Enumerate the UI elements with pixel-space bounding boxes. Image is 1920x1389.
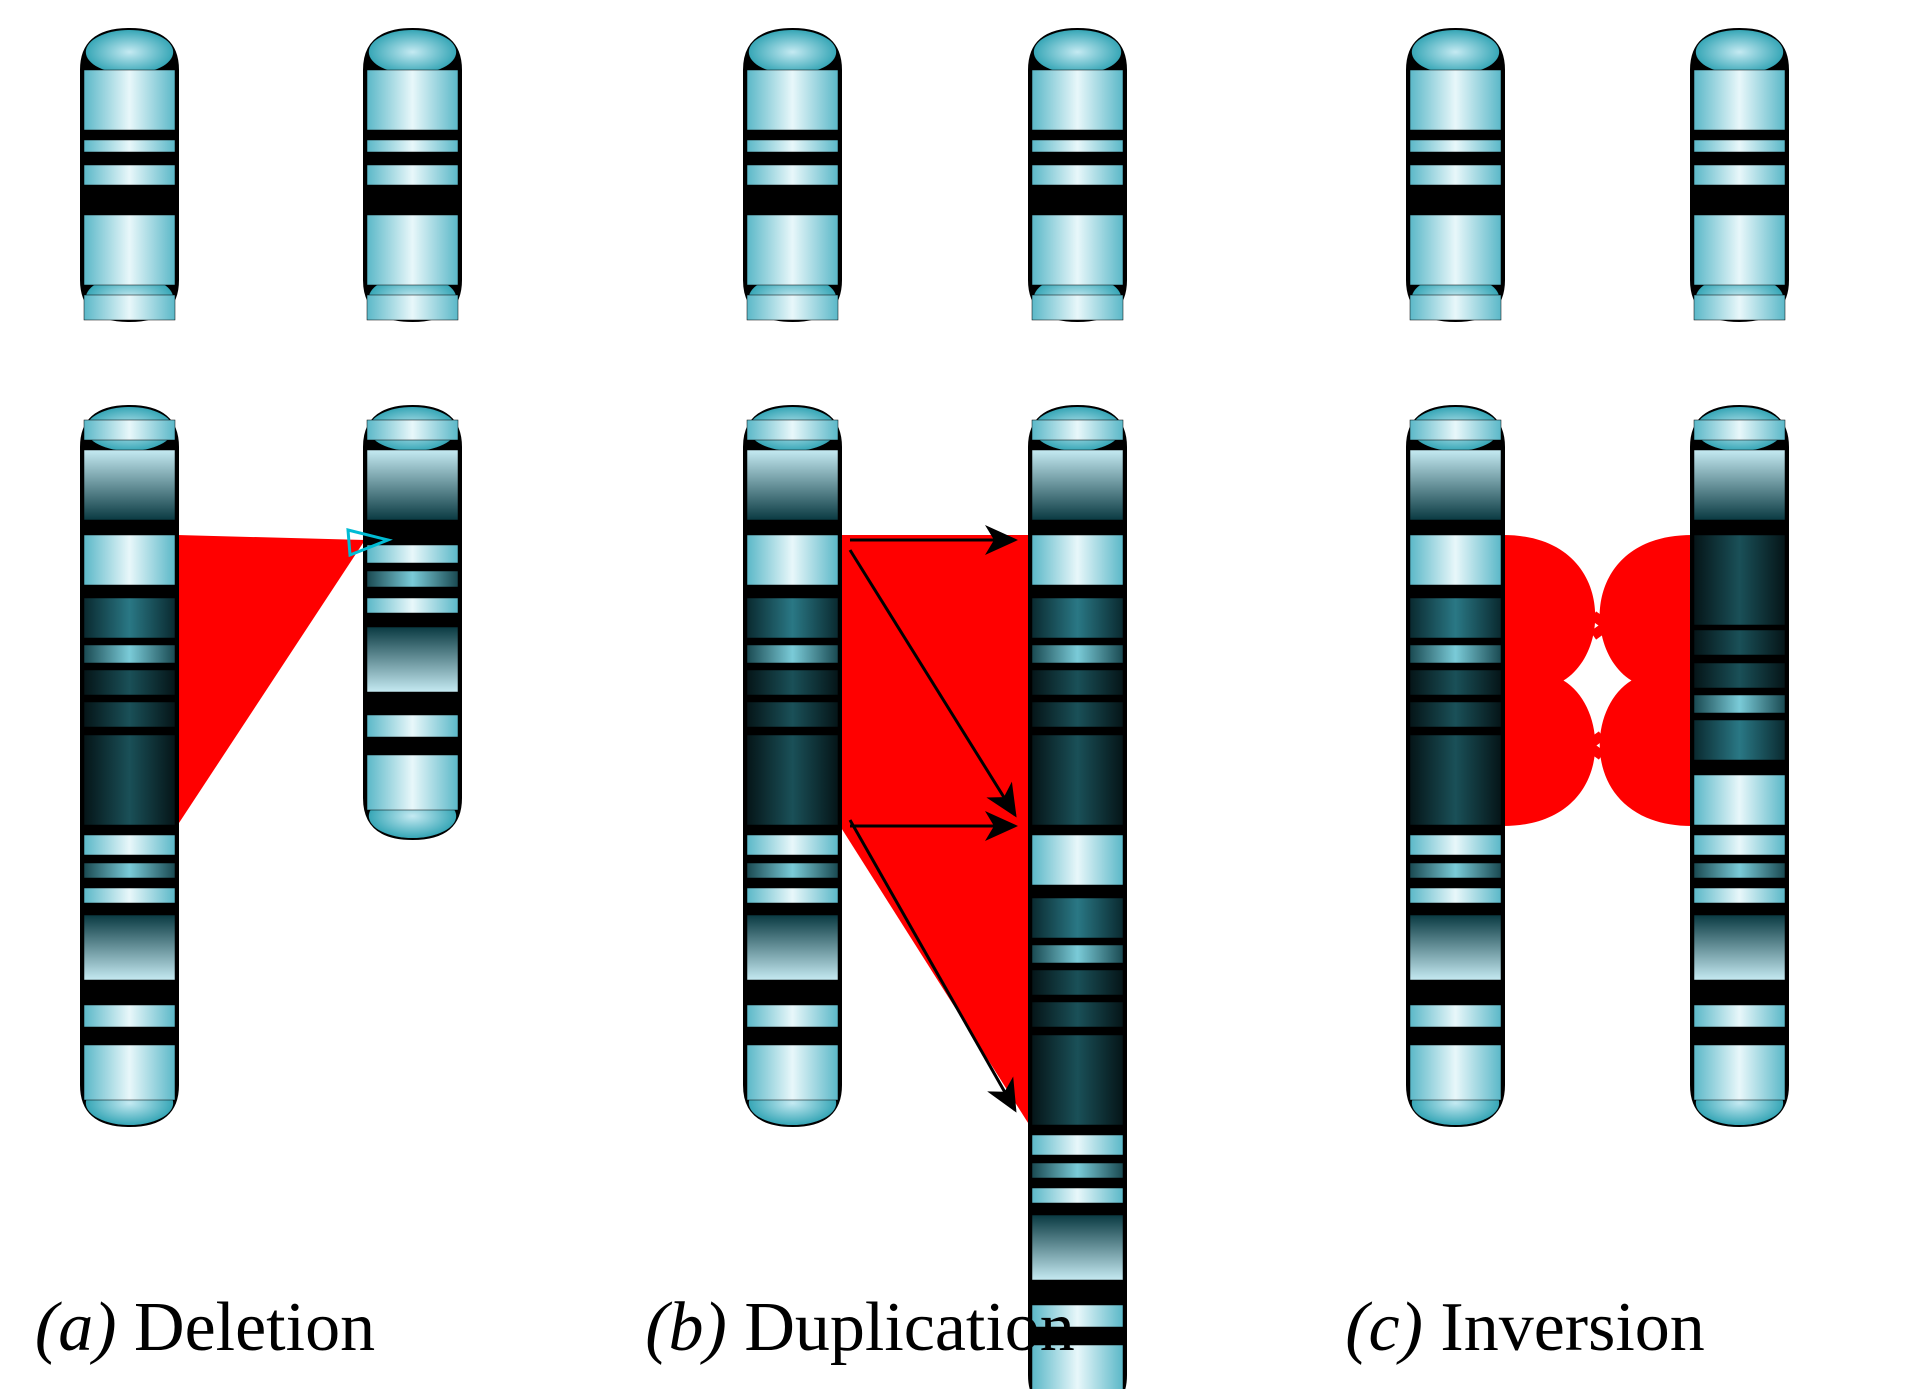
panel-a-right-p xyxy=(365,30,460,320)
inversion-lobe-left xyxy=(1503,535,1595,826)
deletion-wedge xyxy=(177,535,365,826)
label-a: (a) Deletion xyxy=(35,1289,375,1366)
duplication-polygon xyxy=(840,535,1030,1126)
inversion-lobe-right xyxy=(1600,535,1692,826)
panel-c-left-p xyxy=(1408,30,1503,320)
panel-a-right-q xyxy=(365,407,460,838)
label-b: (b) Duplication xyxy=(645,1289,1075,1366)
panel-a-left-q xyxy=(82,407,177,1125)
panel-c-right-q xyxy=(1692,407,1787,1125)
label-c: (c) Inversion xyxy=(1345,1289,1705,1366)
panel-c-left-q xyxy=(1408,407,1503,1125)
panel-b-left-q xyxy=(745,407,840,1125)
panel-b-right-q xyxy=(1030,407,1125,1389)
panel-a-left-p xyxy=(82,30,177,320)
panel-c-right-p xyxy=(1692,30,1787,320)
panel-b-right-p xyxy=(1030,30,1125,320)
diagram-canvas: (a) Deletion (b) Duplication (c) Inversion xyxy=(0,0,1920,1389)
panel-b-left-p xyxy=(745,30,840,320)
